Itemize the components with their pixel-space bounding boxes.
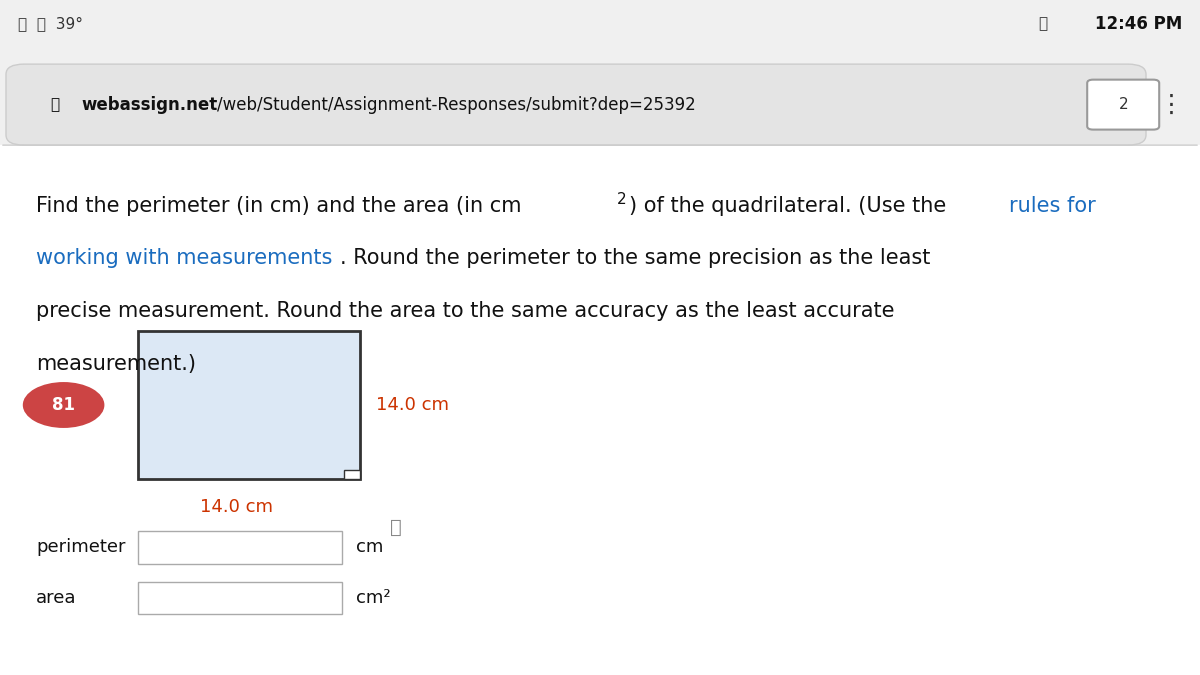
- Text: 81: 81: [52, 396, 76, 414]
- Text: 2: 2: [617, 192, 626, 207]
- Text: cm²: cm²: [356, 589, 391, 607]
- Text: 14.0 cm: 14.0 cm: [376, 396, 449, 414]
- Text: ⋮: ⋮: [1159, 92, 1183, 117]
- Text: . Round the perimeter to the same precision as the least: . Round the perimeter to the same precis…: [340, 248, 930, 269]
- Text: /web/Student/Assignment-Responses/submit?dep=25392: /web/Student/Assignment-Responses/submit…: [217, 96, 696, 113]
- Text: webassign.net: webassign.net: [82, 96, 218, 113]
- Circle shape: [23, 382, 104, 428]
- Text: 🔋: 🔋: [1038, 16, 1048, 31]
- Text: 🔔  📶  39°: 🔔 📶 39°: [18, 16, 83, 31]
- Text: 🔒: 🔒: [50, 97, 60, 112]
- FancyBboxPatch shape: [6, 64, 1146, 145]
- Text: 12:46 PM: 12:46 PM: [1094, 15, 1182, 32]
- Text: cm: cm: [356, 539, 384, 556]
- Bar: [344, 470, 360, 479]
- Text: perimeter: perimeter: [36, 539, 126, 556]
- Text: 2: 2: [1118, 97, 1128, 112]
- Text: 14.0 cm: 14.0 cm: [200, 498, 274, 516]
- Text: working with measurements: working with measurements: [36, 248, 332, 269]
- Bar: [0, 0, 1200, 57]
- Text: measurement.): measurement.): [36, 354, 196, 374]
- Text: precise measurement. Round the area to the same accuracy as the least accurate: precise measurement. Round the area to t…: [36, 301, 894, 321]
- Bar: [0, 145, 1200, 675]
- Bar: [138, 331, 360, 479]
- Text: ⓘ: ⓘ: [390, 518, 402, 537]
- Text: rules for: rules for: [1009, 196, 1096, 216]
- Text: Find the perimeter (in cm) and the area (in cm: Find the perimeter (in cm) and the area …: [36, 196, 522, 216]
- FancyBboxPatch shape: [1087, 80, 1159, 130]
- Text: ) of the quadrilateral. (Use the: ) of the quadrilateral. (Use the: [629, 196, 953, 216]
- Bar: [138, 582, 342, 614]
- Bar: [138, 531, 342, 564]
- Text: area: area: [36, 589, 77, 607]
